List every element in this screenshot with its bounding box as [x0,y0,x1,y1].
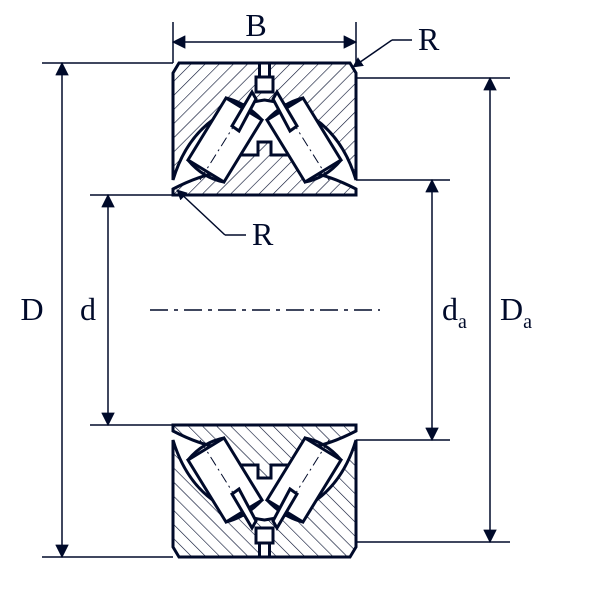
label-d: d [80,291,96,327]
upper-half [173,63,356,195]
label-da: da [442,291,467,333]
dim-da: da [356,180,467,440]
label-R-lower: R [252,216,274,252]
label-B: B [245,7,266,43]
bearing-cross-section-diagram: B R R D d da Da [0,0,600,600]
label-Da: Da [500,291,532,333]
dim-B: B [173,7,356,63]
label-D: D [20,291,43,327]
label-R-upper: R [418,21,440,57]
leader-R-upper: R [353,21,440,67]
leader-R-lower: R [177,190,274,252]
lower-half [173,425,356,557]
